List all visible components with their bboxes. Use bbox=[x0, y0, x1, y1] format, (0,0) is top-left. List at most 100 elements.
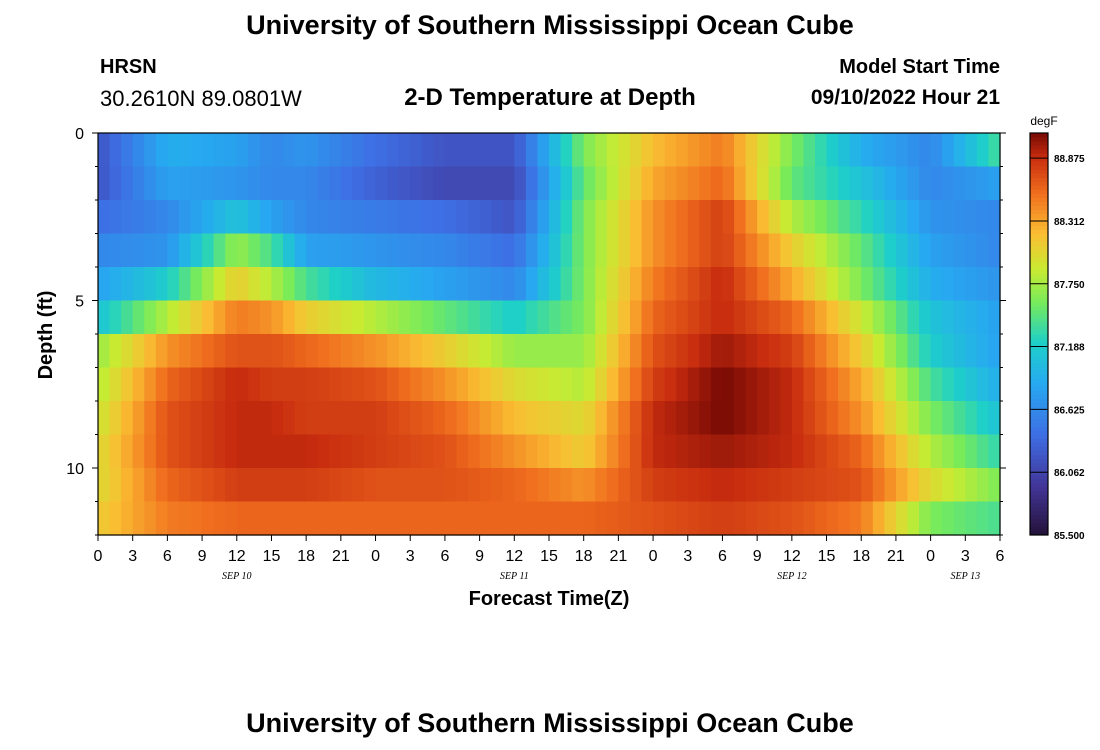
heatmap-cell bbox=[190, 501, 203, 536]
heatmap-cell bbox=[398, 501, 411, 536]
heatmap-cell bbox=[595, 401, 608, 436]
x-tick-label: 21 bbox=[887, 548, 905, 565]
heatmap-cell bbox=[387, 501, 400, 536]
heatmap-cell bbox=[895, 401, 909, 436]
heatmap-cell bbox=[895, 267, 909, 302]
heatmap-cell bbox=[444, 401, 458, 436]
heatmap-cell bbox=[317, 401, 330, 436]
heatmap-cell bbox=[491, 267, 504, 302]
heatmap-cell bbox=[132, 401, 145, 436]
heatmap-cell bbox=[814, 401, 828, 436]
heatmap-cell bbox=[121, 501, 134, 536]
heatmap-cell bbox=[121, 300, 134, 335]
heatmap-cell bbox=[502, 300, 515, 335]
heatmap-cell bbox=[456, 501, 469, 536]
heatmap-cell bbox=[456, 401, 469, 436]
heatmap-cell bbox=[872, 133, 885, 168]
heatmap-cell bbox=[919, 367, 932, 402]
colorbar-segment bbox=[1030, 366, 1048, 371]
colorbar-segment bbox=[1030, 454, 1048, 460]
heatmap-cell bbox=[375, 300, 388, 335]
heatmap-cell bbox=[190, 334, 203, 369]
heatmap-cell bbox=[791, 468, 805, 503]
heatmap-cell bbox=[444, 233, 458, 268]
heatmap-cell bbox=[572, 401, 585, 436]
heatmap-cell bbox=[953, 334, 966, 369]
heatmap-cell bbox=[294, 334, 307, 369]
heatmap-cell bbox=[375, 401, 388, 436]
colorbar-segment bbox=[1030, 321, 1048, 327]
heatmap-cell bbox=[826, 267, 839, 302]
heatmap-cell bbox=[363, 367, 377, 402]
heatmap-cell bbox=[849, 468, 862, 503]
heatmap-cell bbox=[930, 401, 943, 436]
heatmap-cell bbox=[410, 267, 423, 302]
heatmap-cell bbox=[271, 300, 284, 335]
heatmap-cell bbox=[780, 501, 793, 536]
heatmap-cell bbox=[479, 501, 492, 536]
heatmap-cell bbox=[329, 501, 342, 536]
heatmap-cell bbox=[583, 133, 596, 168]
heatmap-cell bbox=[537, 401, 550, 436]
x-tick-label: 6 bbox=[163, 548, 172, 565]
heatmap-cell bbox=[560, 267, 573, 302]
heatmap-cell bbox=[710, 367, 724, 402]
heatmap-cell bbox=[699, 233, 712, 268]
heatmap-cell bbox=[861, 401, 874, 436]
heatmap-cell bbox=[629, 133, 643, 168]
colorbar-segment bbox=[1030, 458, 1048, 464]
heatmap-cell bbox=[884, 434, 897, 469]
heatmap-cell bbox=[664, 468, 677, 503]
heatmap-cell bbox=[190, 434, 203, 469]
heatmap-cell bbox=[907, 367, 920, 402]
heatmap-cell bbox=[236, 233, 249, 268]
heatmap-cell bbox=[687, 468, 700, 503]
colorbar-segment bbox=[1030, 141, 1048, 146]
heatmap-cell bbox=[560, 367, 573, 402]
x-tick-label: 12 bbox=[505, 548, 523, 565]
heatmap-cell bbox=[560, 133, 573, 168]
heatmap-cell bbox=[976, 434, 990, 469]
heatmap-cell bbox=[653, 200, 666, 235]
heatmap-cell bbox=[826, 334, 839, 369]
heatmap-cell bbox=[167, 166, 180, 201]
heatmap-cell bbox=[178, 334, 192, 369]
heatmap-cell bbox=[248, 233, 261, 268]
heatmap-cell bbox=[722, 501, 735, 536]
x-tick-label: 3 bbox=[128, 548, 137, 565]
colorbar-segment bbox=[1030, 438, 1048, 444]
heatmap-cell bbox=[178, 200, 192, 235]
heatmap-cell bbox=[271, 133, 284, 168]
heatmap-cell bbox=[583, 267, 596, 302]
heatmap-cell bbox=[491, 434, 504, 469]
heatmap-cell bbox=[664, 166, 677, 201]
heatmap-cell bbox=[849, 267, 862, 302]
heatmap-cell bbox=[525, 434, 539, 469]
heatmap-cell bbox=[826, 434, 839, 469]
x-tick-label: 0 bbox=[649, 548, 658, 565]
heatmap-cell bbox=[884, 233, 897, 268]
heatmap-cell bbox=[560, 334, 573, 369]
heatmap-cell bbox=[791, 334, 805, 369]
colorbar-segment bbox=[1030, 338, 1048, 343]
heatmap-cell bbox=[514, 401, 527, 436]
heatmap-cell bbox=[734, 166, 747, 201]
heatmap-cell bbox=[456, 200, 469, 235]
heatmap-cell bbox=[549, 501, 562, 536]
heatmap-cell bbox=[861, 334, 874, 369]
heatmap-cell bbox=[641, 300, 654, 335]
heatmap-cell bbox=[421, 501, 434, 536]
heatmap-cell bbox=[884, 401, 897, 436]
heatmap-cell bbox=[167, 334, 180, 369]
heatmap-cell bbox=[710, 200, 724, 235]
heatmap-cell bbox=[98, 267, 111, 302]
heatmap-cell bbox=[965, 434, 978, 469]
heatmap-cell bbox=[514, 501, 527, 536]
heatmap-cell bbox=[988, 468, 1001, 503]
heatmap-cell bbox=[757, 501, 770, 536]
heatmap-cell bbox=[491, 334, 504, 369]
heatmap-cell bbox=[791, 367, 805, 402]
heatmap-cell bbox=[410, 501, 423, 536]
heatmap-cell bbox=[976, 267, 990, 302]
heatmap-cell bbox=[352, 401, 365, 436]
